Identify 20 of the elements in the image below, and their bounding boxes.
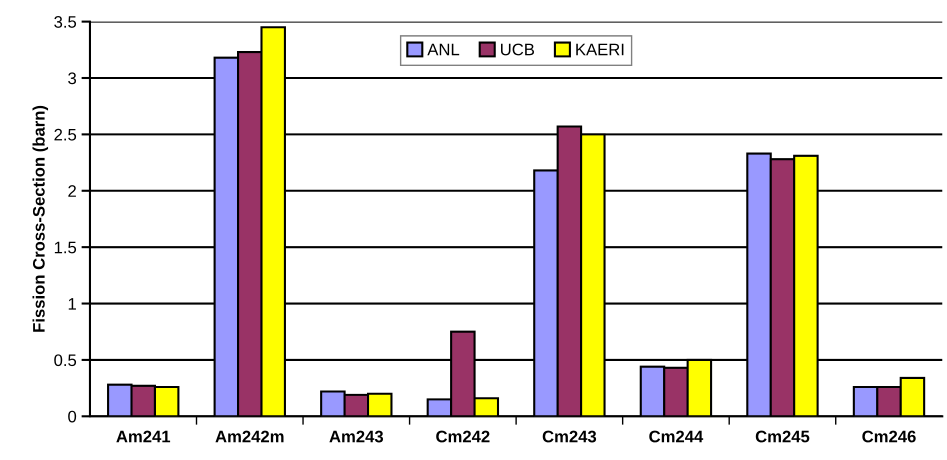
y-axis-title: Fission Cross-Section (barn) xyxy=(32,106,48,332)
y-tick-label: 0 xyxy=(68,410,76,423)
x-tick-label: Cm246 xyxy=(862,430,916,442)
legend-label: KAERI xyxy=(576,44,624,56)
x-tick-label: Cm242 xyxy=(436,430,490,442)
legend-label: ANL xyxy=(427,44,460,56)
x-tick-label: Am243 xyxy=(329,430,384,442)
y-tick-label: 1 xyxy=(68,298,76,310)
y-tick-label: 2 xyxy=(68,185,76,197)
y-tick-label: 2.5 xyxy=(54,128,76,141)
legend-label: UCB xyxy=(501,44,534,56)
x-tick-label: Am241 xyxy=(116,430,170,442)
x-tick-label: Cm244 xyxy=(649,430,704,442)
x-tick-label: Cm243 xyxy=(542,430,596,442)
y-tick-label: 0.5 xyxy=(54,354,76,366)
y-tick-label: 3 xyxy=(68,72,76,84)
y-tick-label: 3.5 xyxy=(54,16,76,28)
x-tick-label: Am242m xyxy=(215,430,284,442)
y-tick-label: 1.5 xyxy=(54,242,76,254)
x-tick-label: Cm245 xyxy=(756,430,810,442)
